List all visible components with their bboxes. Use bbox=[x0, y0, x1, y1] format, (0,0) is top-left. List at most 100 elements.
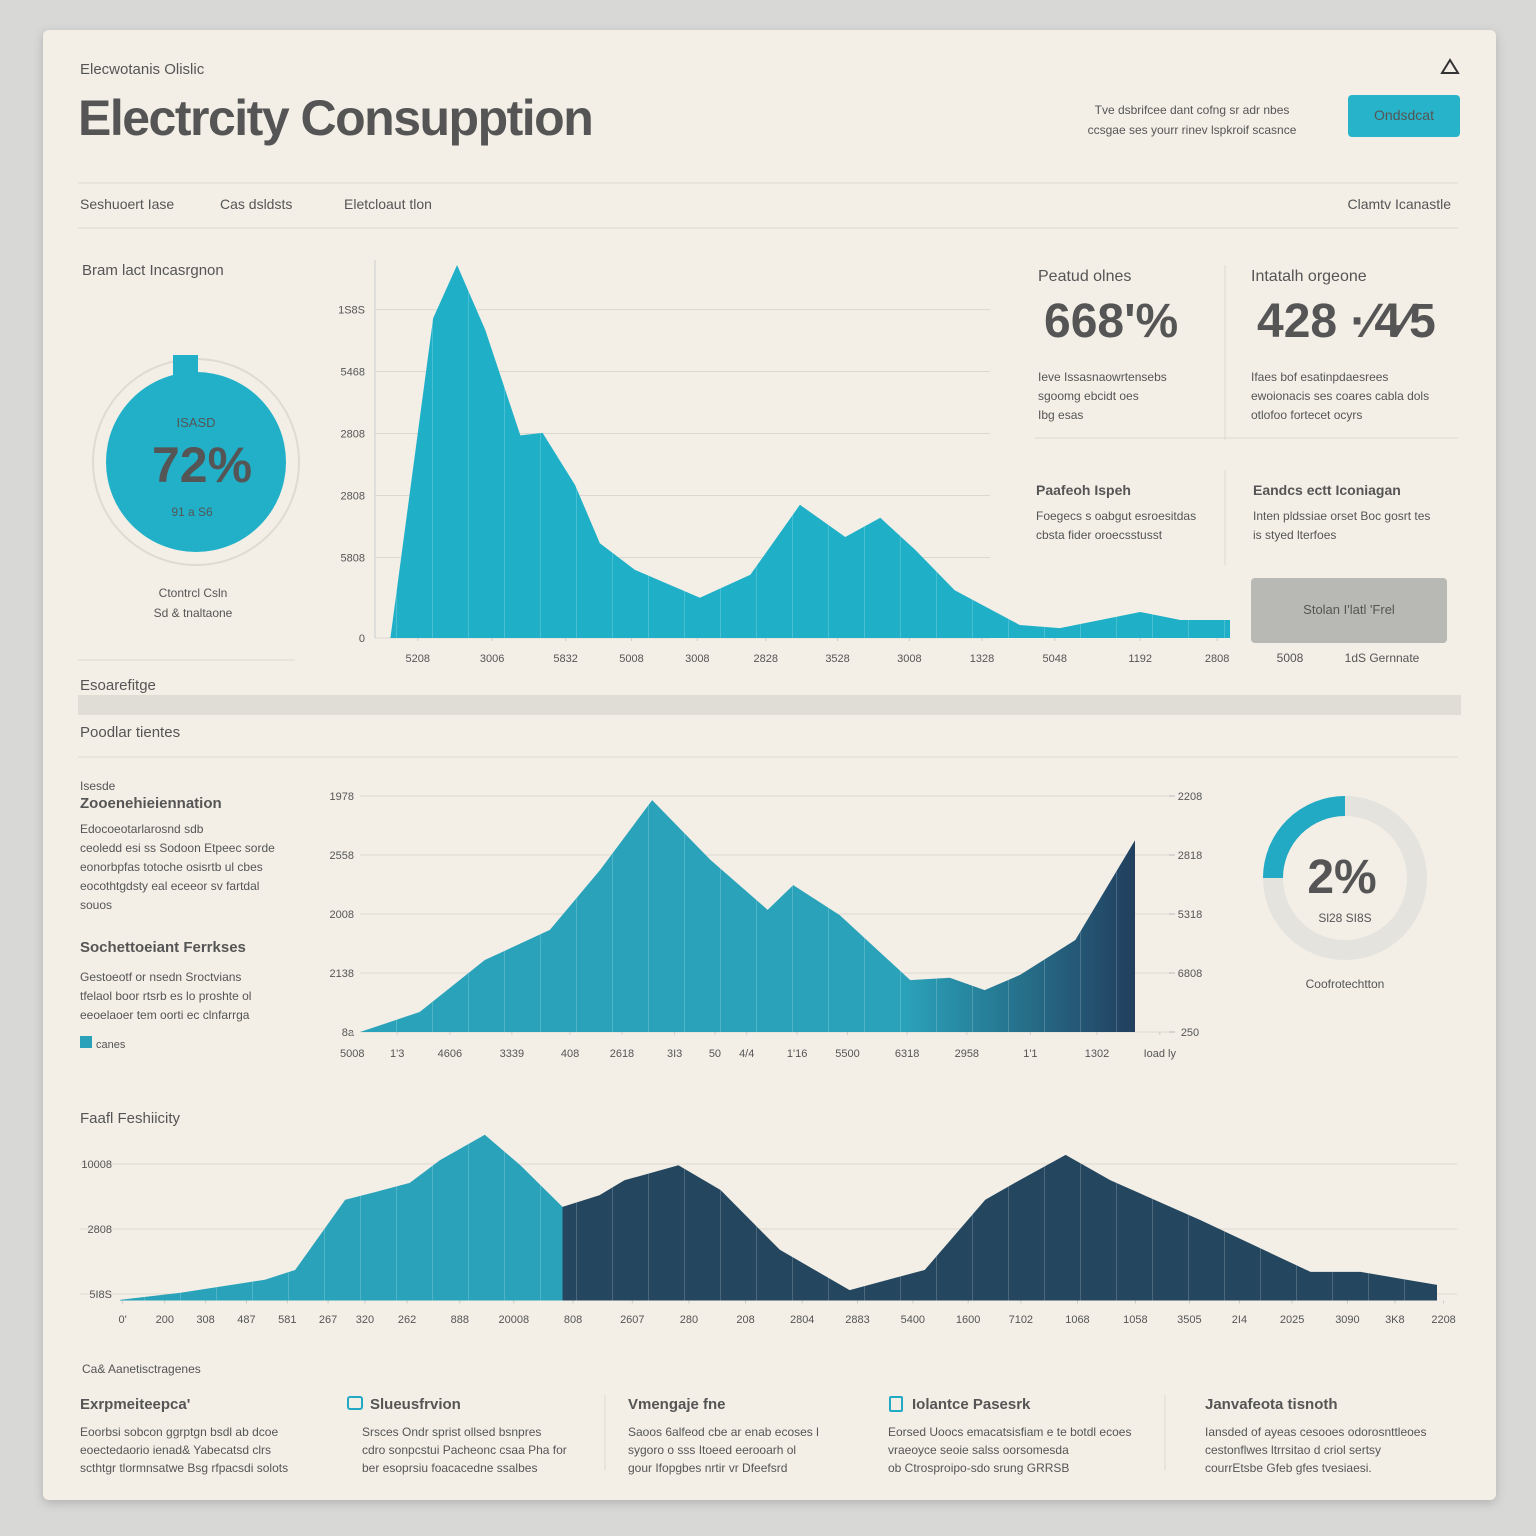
legend-label: canes bbox=[96, 1039, 126, 1051]
area-texture bbox=[360, 800, 1135, 1032]
y-tick-label: 2808 bbox=[341, 429, 365, 441]
x-tick-label: 1068 bbox=[1065, 1314, 1089, 1326]
legend-swatch bbox=[80, 1036, 92, 1048]
x-tick-label: 3K8 bbox=[1385, 1314, 1405, 1326]
x-tick-label: Ioad ly bbox=[1144, 1048, 1177, 1060]
x-tick-label: 2208 bbox=[1431, 1314, 1455, 1326]
y-tick-label: 1S8S bbox=[338, 305, 365, 317]
x-tick-label: 2I4 bbox=[1232, 1314, 1247, 1326]
gauge-tab bbox=[173, 355, 198, 377]
card bbox=[43, 30, 1496, 1500]
header-button[interactable] bbox=[1348, 95, 1460, 137]
x-tick-label: 5208 bbox=[406, 653, 430, 665]
nav-tab[interactable]: Cas dsldsts bbox=[220, 196, 292, 212]
x-tick-label: 808 bbox=[564, 1314, 582, 1326]
section-label: Esoarefitge bbox=[80, 677, 156, 694]
x-tick-label: 5400 bbox=[901, 1314, 925, 1326]
x-tick-label: 262 bbox=[398, 1314, 416, 1326]
footer-text: ob Ctrosproipo-sdo srung GRRSB bbox=[888, 1461, 1069, 1475]
y-tick-label: 1978 bbox=[330, 791, 354, 803]
donut-arc bbox=[1263, 796, 1346, 879]
y-tick-label: 10008 bbox=[81, 1159, 112, 1171]
y-tick-label: 2808 bbox=[88, 1224, 112, 1236]
footer-text: Saoos 6alfeod cbe ar enab ecoses l bbox=[628, 1425, 819, 1439]
chart-title: Faafl Feshiicity bbox=[80, 1110, 181, 1127]
footer-text: sygoro o sss Itoeed eerooarh ol bbox=[628, 1443, 796, 1457]
section-subtitle: Poodlar tientes bbox=[80, 724, 180, 741]
y-tick-label: 5468 bbox=[341, 367, 365, 379]
x-tick-label: 3008 bbox=[897, 653, 921, 665]
x-tick-label: 2607 bbox=[620, 1314, 644, 1326]
stat-label: Intatalh orgeone bbox=[1251, 268, 1367, 285]
side-button-label[interactable]: Stolan I'latl 'Frel bbox=[1303, 602, 1395, 617]
x-tick-label: 3006 bbox=[480, 653, 504, 665]
x-tick-label: 5008 bbox=[340, 1048, 364, 1060]
x-tick-label: 408 bbox=[561, 1048, 579, 1060]
footer-text: courrEtsbe Gfeb gfes tvesiaesi. bbox=[1205, 1461, 1372, 1475]
col-heading: Sochettoeiant Ferrkses bbox=[80, 939, 246, 956]
y-tick-label: 5I8S bbox=[89, 1289, 112, 1301]
nav-tab[interactable]: Eletcloaut tlon bbox=[344, 196, 432, 212]
side-button[interactable] bbox=[1251, 578, 1447, 643]
x-tick-label: 1600 bbox=[956, 1314, 980, 1326]
x-tick-label: 0' bbox=[119, 1314, 127, 1326]
x-tick-label: 2618 bbox=[610, 1048, 634, 1060]
footer-text: vraeoyce seoie salss oorsomesda bbox=[888, 1443, 1069, 1457]
x-tick-label: 6318 bbox=[895, 1048, 919, 1060]
x-tick-label: 3090 bbox=[1335, 1314, 1359, 1326]
section-bar bbox=[78, 695, 1461, 715]
col-text: tfelaol boor rtsrb es lo proshte ol bbox=[80, 989, 251, 1003]
x-tick-label: 20008 bbox=[498, 1314, 529, 1326]
x-tick-label: 5048 bbox=[1042, 653, 1066, 665]
footer-heading: Vmengaje fne bbox=[628, 1396, 726, 1413]
stat-desc: Ibg esas bbox=[1038, 408, 1083, 422]
x-tick-label: 1328 bbox=[970, 653, 994, 665]
footer-text: Srsces Ondr sprist ollsed bsnpres bbox=[362, 1425, 541, 1439]
gauge-label: ISASD bbox=[176, 415, 215, 430]
y-tick-label: 8a bbox=[342, 1027, 355, 1039]
footer-text: Iansded of ayeas cesooes odorosnttleoes bbox=[1205, 1425, 1426, 1439]
side-label: 1dS Gernnate bbox=[1345, 651, 1420, 665]
stat-value: 428 ·⁄4⁄5 bbox=[1257, 295, 1436, 348]
x-tick-label: 2804 bbox=[790, 1314, 814, 1326]
stat-desc: otlofoo fortecet ocyrs bbox=[1251, 408, 1362, 422]
stat-desc: Ifaes bof esatinpdaesrees bbox=[1251, 370, 1388, 384]
y2-tick-label: 2208 bbox=[1178, 791, 1202, 803]
x-tick-label: 3I3 bbox=[667, 1048, 682, 1060]
alert-icon[interactable] bbox=[1440, 58, 1460, 74]
page-title: Electrcity Consupption bbox=[78, 90, 592, 146]
x-tick-label: 1192 bbox=[1128, 653, 1152, 665]
x-tick-label: 7102 bbox=[1009, 1314, 1033, 1326]
button-label[interactable]: Ondsdcat bbox=[1374, 107, 1434, 123]
gauge bbox=[106, 372, 286, 552]
x-tick-label: 2828 bbox=[753, 653, 777, 665]
y-tick-label: 2558 bbox=[330, 850, 354, 862]
feature-desc: Foegecs s oabgut esroesitdas bbox=[1036, 509, 1196, 523]
feature-desc: cbsta fider oroecsstusst bbox=[1036, 528, 1163, 542]
col-text: Gestoeotf or nsedn Sroctvians bbox=[80, 970, 241, 984]
footer-text: cestonflwes ltrrsitao d criol sertsy bbox=[1205, 1443, 1381, 1457]
x-tick-label: 50 bbox=[709, 1048, 721, 1060]
x-tick-label: 1'3 bbox=[390, 1048, 404, 1060]
x-tick-label: 1302 bbox=[1085, 1048, 1109, 1060]
nav-tab[interactable]: Seshuoert Iase bbox=[80, 196, 174, 212]
nav-tab[interactable]: Clamtv Icanastle bbox=[1348, 196, 1452, 212]
y2-tick-label: 2818 bbox=[1178, 850, 1202, 862]
x-tick-label: 200 bbox=[156, 1314, 174, 1326]
footer-heading: Janvafeota tisnoth bbox=[1205, 1396, 1338, 1413]
x-tick-label: 5008 bbox=[619, 653, 643, 665]
area-texture bbox=[390, 264, 1230, 638]
x-tick-label: 3528 bbox=[825, 653, 849, 665]
footer-text: scthtgr tlormnsatwe Bsg rfpacsdi solots bbox=[80, 1461, 288, 1475]
donut-value: 2% bbox=[1307, 851, 1376, 904]
stat-label: Peatud olnes bbox=[1038, 268, 1131, 285]
caption: Sd & tnaltaone bbox=[154, 606, 233, 620]
caption: Ctontrcl Csln bbox=[159, 586, 228, 600]
footer-title: Ca& Aanetisctragenes bbox=[82, 1362, 201, 1376]
col-eyebrow: Isesde bbox=[80, 779, 116, 793]
feature-title: Eandcs ectt Iconiagan bbox=[1253, 482, 1401, 498]
header-note: ccsgae ses yourr rinev lspkroif scasnce bbox=[1088, 123, 1297, 137]
x-tick-label: 2958 bbox=[955, 1048, 979, 1060]
footer-text: Eoorbsi sobcon ggrptgn bsdl ab dcoe bbox=[80, 1425, 278, 1439]
